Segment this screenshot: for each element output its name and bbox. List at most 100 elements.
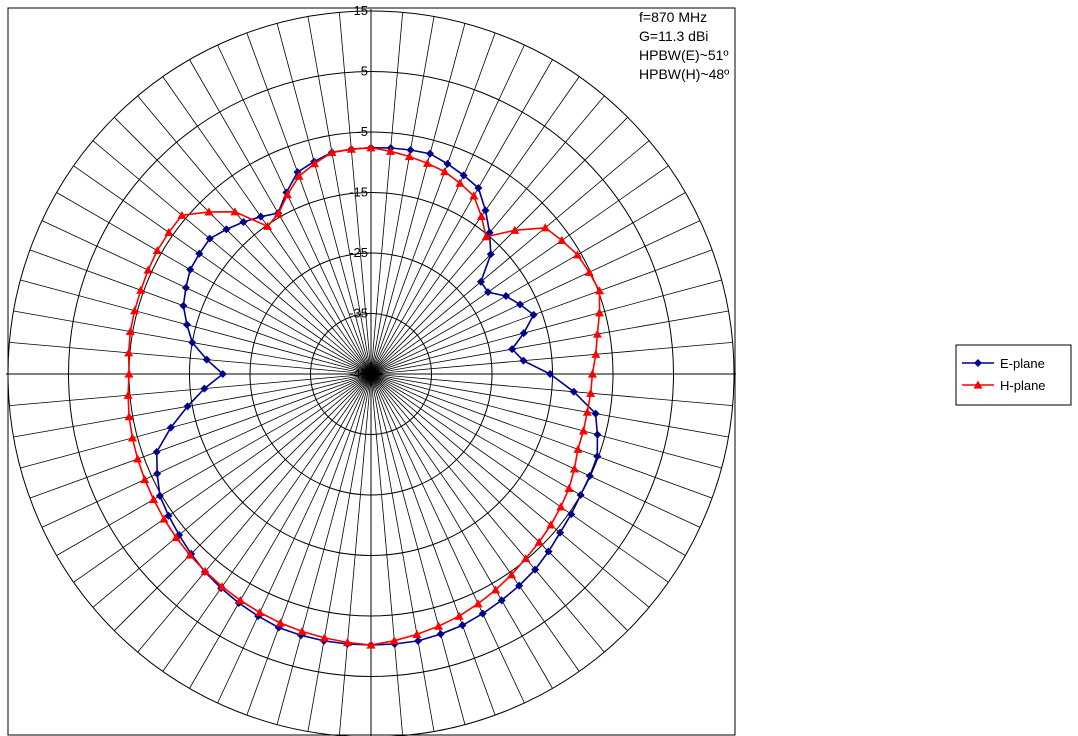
data-point-marker	[385, 146, 395, 155]
data-point-marker	[319, 633, 329, 642]
data-point-marker	[483, 288, 492, 297]
data-point-marker	[591, 409, 600, 418]
data-point-marker	[455, 178, 465, 187]
data-point-marker	[578, 426, 588, 435]
data-point-marker	[217, 582, 227, 591]
grid-spoke	[370, 117, 628, 375]
radial-tick-label: 15	[354, 3, 368, 18]
data-point-marker	[343, 638, 353, 647]
grid-spoke	[370, 341, 733, 375]
radial-tick-label: 5	[361, 64, 368, 79]
data-point-marker	[529, 310, 538, 319]
data-point-marker	[124, 348, 134, 357]
grid-spoke	[370, 373, 466, 725]
grid-spoke	[370, 373, 404, 736]
data-point-marker	[230, 207, 240, 216]
annotation-block: f=870 MHz G=11.3 dBi HPBW(E)~51º HPBW(H)~48…	[639, 9, 729, 82]
data-point-marker	[519, 329, 528, 338]
legend-label: H-plane	[1000, 378, 1046, 393]
grid-spoke	[41, 220, 372, 375]
grid-spoke	[73, 165, 372, 375]
grid-spoke	[370, 373, 713, 499]
grid-spoke	[370, 310, 729, 375]
data-point-marker	[152, 246, 162, 255]
grid-spoke	[276, 23, 372, 375]
data-point-marker	[195, 249, 204, 258]
data-point-marker	[412, 629, 422, 638]
annotation-line: G=11.3 dBi	[639, 28, 708, 44]
grid-spoke	[114, 117, 372, 375]
data-point-marker	[133, 454, 143, 463]
data-point-marker	[572, 250, 582, 259]
data-point-marker	[485, 228, 494, 237]
data-point-marker	[507, 570, 517, 579]
series-layer	[123, 143, 605, 650]
data-point-marker	[454, 611, 464, 620]
data-point-marker	[434, 621, 444, 630]
annotation-line: HPBW(E)~51º	[639, 47, 729, 63]
data-point-marker	[256, 212, 265, 221]
data-point-marker	[282, 190, 292, 199]
data-point-marker	[473, 599, 483, 608]
data-point-marker	[179, 301, 188, 310]
legend-marker	[973, 380, 983, 389]
data-point-marker	[422, 158, 432, 167]
grid-spoke	[370, 373, 496, 716]
data-point-marker	[136, 285, 146, 294]
radial-tick-label: -5	[356, 124, 368, 139]
data-point-marker	[185, 550, 195, 559]
data-point-marker	[557, 235, 567, 244]
data-point-marker	[476, 277, 485, 286]
data-point-marker	[177, 210, 187, 219]
grid-spoke	[92, 140, 372, 375]
grid-spoke	[20, 373, 372, 469]
data-point-marker	[521, 553, 531, 563]
grid-spoke	[56, 373, 372, 556]
data-point-marker	[124, 369, 134, 378]
grid-spoke	[217, 44, 372, 375]
grid-spoke	[370, 373, 553, 689]
data-point-marker	[593, 430, 602, 439]
grid-spoke	[338, 373, 372, 736]
data-point-marker	[592, 329, 602, 338]
grid-spoke	[370, 12, 404, 375]
data-point-marker	[586, 388, 596, 397]
radial-tick-labels: 15 5 -5 -15 -25 -35 -45	[349, 3, 368, 381]
annotation-line: HPBW(H)~48º	[639, 66, 729, 82]
grid-spoke	[370, 165, 669, 375]
grid-spoke	[162, 373, 372, 672]
grid-spoke	[189, 373, 372, 689]
data-point-marker	[595, 286, 605, 295]
grid-spoke	[370, 373, 701, 528]
data-point-marker	[297, 626, 307, 636]
legend-label: E-plane	[1000, 356, 1045, 371]
data-point-marker	[469, 191, 479, 200]
data-point-marker	[510, 225, 520, 234]
data-point-marker	[124, 412, 134, 421]
data-point-marker	[576, 491, 585, 499]
data-point-marker	[569, 464, 579, 473]
grid-spoke	[370, 192, 686, 375]
data-point-marker	[143, 265, 153, 274]
grid-spoke	[338, 12, 372, 375]
data-point-marker	[235, 595, 245, 604]
data-point-marker	[164, 227, 174, 237]
grid-spoke	[217, 373, 372, 704]
data-point-marker	[476, 211, 486, 221]
data-point-marker	[440, 167, 450, 176]
data-point-marker	[182, 320, 191, 329]
data-point-marker	[183, 402, 192, 411]
grid-spoke	[370, 373, 722, 469]
data-point-marker	[140, 475, 150, 484]
grid-spoke	[370, 95, 605, 375]
grid-spoke	[29, 373, 372, 499]
data-point-marker	[556, 528, 565, 537]
grid-spoke	[370, 59, 553, 375]
data-point-marker	[481, 232, 491, 241]
data-point-marker	[152, 448, 161, 457]
grid-spoke	[73, 373, 372, 583]
grid-spoke	[246, 373, 372, 716]
data-point-marker	[327, 147, 337, 156]
grid-spoke	[370, 373, 525, 704]
